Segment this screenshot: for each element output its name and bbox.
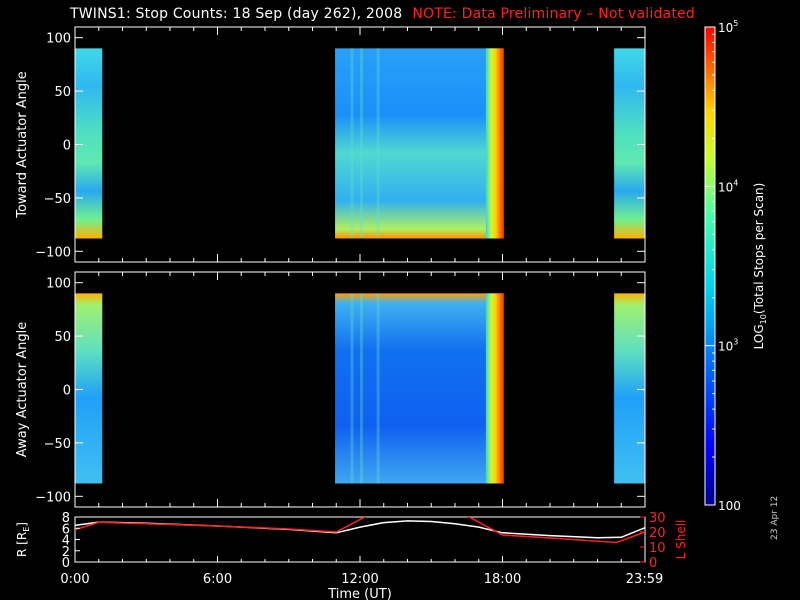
away-streak: [350, 293, 354, 484]
toward-panel: 100 50 0 −50 −100 Toward Actuator Angle: [15, 26, 646, 263]
away-data-block: [614, 293, 645, 484]
toward-hot-edge: [485, 48, 504, 239]
colorbar-tick-label: 100: [718, 499, 741, 513]
colorbar-tick-label: 104: [718, 178, 738, 194]
orbit-ytick-right-label: 20: [649, 526, 666, 541]
title-main: TWINS1: Stop Counts: 18 Sep (day 262), 2…: [70, 6, 403, 22]
colorbar-label: LOG10(Total Stops per Scan): [752, 183, 768, 350]
r-distance-line: [75, 520, 645, 539]
toward-ytick-label: 50: [54, 85, 71, 100]
orbit-ytick-left-label: 0: [62, 556, 70, 571]
orbit-ylabel-right: L Shell: [674, 520, 688, 560]
toward-ylabel: Toward Actuator Angle: [15, 71, 30, 218]
toward-streak: [376, 48, 380, 239]
toward-ytick-label: 0: [63, 139, 71, 154]
orbit-ytick-left-label: 4: [62, 534, 70, 549]
away-streak: [360, 293, 363, 484]
toward-streak: [360, 48, 363, 239]
orbit-ylabel-left: R [RE]: [15, 522, 31, 557]
away-data-block: [335, 293, 504, 484]
orbit-ytick-right-label: 30: [649, 511, 666, 526]
colorbar: 105 104 103 100 LOG10(Total Stops per Scan): [704, 19, 768, 513]
toward-data-block: [75, 48, 103, 239]
orbit-xtick-label: 6:00: [203, 572, 232, 587]
orbit-xtick-label: 0:00: [60, 572, 89, 587]
orbit-ytick-left-label: 2: [62, 545, 70, 560]
away-data-block: [75, 293, 103, 484]
orbit-xtick-label: 18:00: [484, 572, 521, 587]
orbit-ytick-right-label: 0: [649, 556, 657, 571]
lshell-line: [75, 517, 645, 544]
orbit-ytick-left-label: 8: [62, 511, 70, 526]
orbit-ytick-right-label: 10: [649, 541, 666, 556]
away-ytick-label: 0: [63, 384, 71, 399]
away-panel: 100 50 0 −50 −100 Away Actuator Angle: [15, 271, 646, 508]
away-ytick-label: −100: [35, 490, 71, 505]
toward-ytick-label: 100: [46, 32, 71, 47]
away-ytick-label: 50: [54, 330, 71, 345]
colorbar-tick-label: 103: [718, 338, 738, 354]
colorbar-gradient: [705, 27, 715, 505]
away-ylabel: Away Actuator Angle: [15, 322, 30, 457]
toward-data-block: [614, 48, 645, 239]
away-hot-edge: [485, 293, 504, 484]
orbit-xlabel: Time (UT): [327, 587, 392, 600]
orbit-xtick-label: 12:00: [341, 572, 378, 587]
title-note: NOTE: Data Preliminary – Not validated: [412, 6, 695, 22]
side-date: 23 Apr 12: [770, 495, 780, 540]
away-streak: [376, 293, 380, 484]
toward-ytick-label: −50: [44, 192, 71, 207]
away-ytick-label: 100: [46, 277, 71, 292]
plot-title: TWINS1: Stop Counts: 18 Sep (day 262), 2…: [70, 6, 695, 26]
colorbar-tick-label: 105: [718, 19, 738, 35]
orbit-xtick-label: 23:59: [626, 572, 663, 587]
toward-ytick-label: −100: [35, 245, 71, 260]
away-ytick-label: −50: [44, 437, 71, 452]
orbit-ytick-left-label: 6: [62, 522, 70, 537]
toward-streak: [350, 48, 354, 239]
toward-data-block: [335, 48, 504, 239]
